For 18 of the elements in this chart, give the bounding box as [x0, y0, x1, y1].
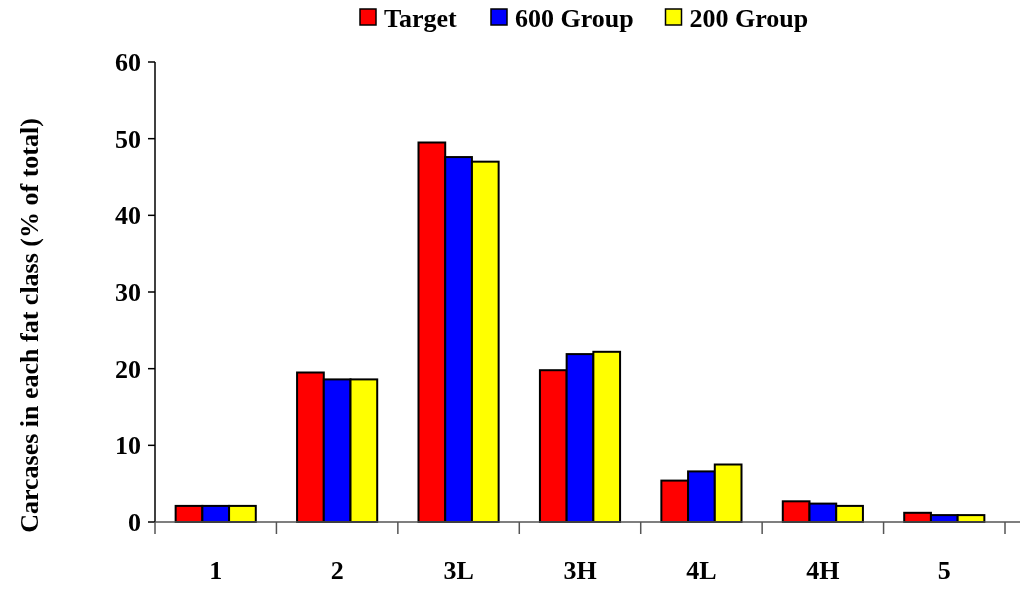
x-tick-label: 2 — [330, 556, 344, 585]
y-tick-label: 60 — [115, 48, 141, 78]
y-tick-label: 30 — [115, 278, 141, 308]
y-axis-title: Carcases in each fat class (% of total) — [15, 118, 44, 533]
x-tick-label: 4H — [806, 556, 840, 585]
x-tick-label: 1 — [209, 556, 223, 585]
y-tick-label: 20 — [115, 354, 141, 384]
legend-label: Target — [384, 4, 458, 34]
legend-label: 600 Group — [515, 4, 634, 34]
x-tick-label: 3H — [563, 556, 597, 585]
legend-label: 200 Group — [689, 4, 809, 34]
y-tick-label: 0 — [128, 508, 141, 538]
x-tick-label: 5 — [937, 556, 951, 585]
y-tick-label: 50 — [115, 124, 141, 154]
x-tick-label: 3L — [443, 556, 474, 585]
y-tick-label: 40 — [115, 201, 141, 231]
x-tick-label: 4L — [686, 556, 717, 585]
y-tick-label: 10 — [115, 431, 141, 461]
